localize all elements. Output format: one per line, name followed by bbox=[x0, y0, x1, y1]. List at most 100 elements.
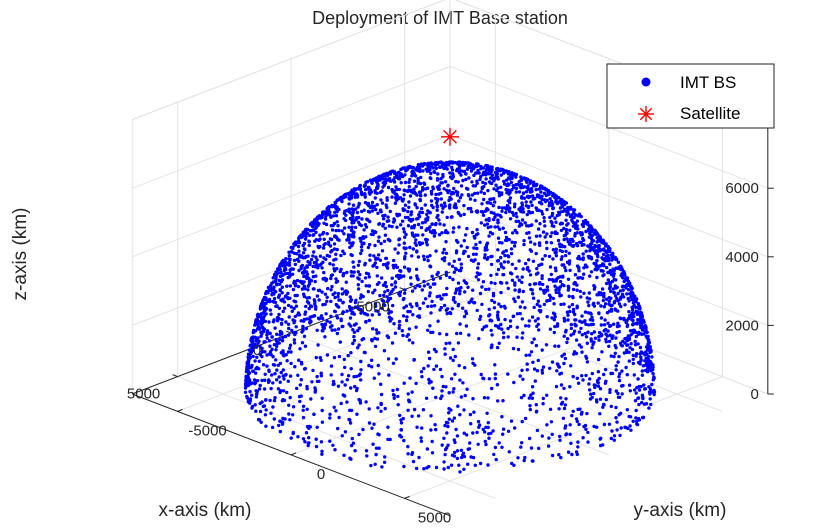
imt-bs-point bbox=[469, 455, 473, 459]
imt-bs-point bbox=[357, 220, 361, 224]
imt-bs-point bbox=[407, 180, 411, 184]
imt-bs-point bbox=[501, 399, 505, 403]
imt-bs-point bbox=[527, 353, 532, 357]
imt-bs-point bbox=[460, 193, 464, 197]
imt-bs-point bbox=[489, 262, 494, 267]
imt-bs-point bbox=[263, 378, 267, 382]
imt-bs-point bbox=[424, 228, 428, 232]
imt-bs-point bbox=[554, 290, 558, 295]
imt-bs-point bbox=[336, 426, 340, 431]
imt-bs-point bbox=[379, 392, 384, 397]
imt-bs-point bbox=[596, 255, 600, 259]
imt-bs-point bbox=[607, 302, 611, 306]
imt-bs-point bbox=[642, 383, 646, 387]
imt-bs-point bbox=[393, 331, 398, 335]
imt-bs-point bbox=[457, 171, 462, 175]
y-axis-label: y-axis (km) bbox=[634, 500, 727, 521]
imt-bs-point bbox=[513, 228, 517, 233]
points-layer bbox=[243, 160, 657, 474]
imt-bs-point bbox=[564, 268, 568, 273]
imt-bs-point bbox=[307, 233, 312, 237]
imt-bs-point bbox=[573, 273, 578, 277]
imt-bs-point bbox=[248, 343, 253, 347]
imt-bs-point bbox=[386, 335, 391, 340]
imt-bs-point bbox=[637, 416, 641, 421]
imt-bs-point bbox=[513, 240, 517, 245]
imt-bs-point bbox=[253, 403, 257, 407]
imt-bs-point bbox=[339, 317, 343, 321]
imt-bs-point bbox=[458, 413, 462, 417]
imt-bs-point bbox=[486, 463, 490, 467]
imt-bs-point bbox=[530, 340, 534, 345]
imt-bs-point bbox=[563, 403, 567, 407]
imt-bs-point bbox=[544, 240, 549, 245]
imt-bs-point bbox=[293, 365, 297, 369]
imt-bs-point bbox=[372, 422, 376, 426]
imt-bs-point bbox=[392, 258, 396, 263]
imt-bs-point bbox=[292, 279, 296, 283]
imt-bs-point bbox=[466, 462, 470, 466]
imt-bs-point bbox=[442, 223, 446, 227]
imt-bs-point bbox=[526, 187, 530, 191]
imt-bs-point bbox=[281, 350, 285, 354]
imt-bs-point bbox=[563, 330, 568, 334]
imt-bs-point bbox=[576, 440, 580, 444]
imt-bs-point bbox=[549, 295, 553, 299]
imt-bs-point bbox=[571, 220, 575, 224]
imt-bs-point bbox=[523, 306, 527, 310]
imt-bs-point bbox=[395, 387, 400, 392]
imt-bs-point bbox=[535, 369, 540, 373]
imt-bs-point bbox=[447, 160, 452, 164]
imt-bs-point bbox=[374, 328, 379, 332]
imt-bs-point bbox=[538, 222, 542, 226]
imt-bs-point bbox=[465, 226, 469, 231]
imt-bs-point bbox=[587, 291, 591, 295]
z-tick-label: 6000 bbox=[725, 180, 758, 197]
imt-bs-point bbox=[407, 269, 411, 273]
imt-bs-point bbox=[476, 442, 480, 446]
imt-bs-point bbox=[504, 235, 509, 240]
imt-bs-point bbox=[291, 267, 295, 271]
imt-bs-point bbox=[465, 433, 469, 437]
imt-bs-point bbox=[462, 169, 466, 174]
imt-bs-point bbox=[342, 453, 346, 457]
imt-bs-point bbox=[559, 383, 564, 387]
imt-bs-point bbox=[286, 333, 291, 337]
imt-bs-point bbox=[382, 239, 387, 243]
imt-bs-point bbox=[430, 439, 434, 444]
imt-bs-point bbox=[348, 316, 353, 320]
imt-bs-point bbox=[633, 343, 638, 347]
imt-bs-point bbox=[581, 436, 585, 440]
imt-bs-point bbox=[582, 272, 586, 276]
imt-bs-point bbox=[479, 190, 483, 194]
imt-bs-point bbox=[529, 223, 533, 228]
imt-bs-point bbox=[647, 406, 651, 410]
imt-bs-point bbox=[636, 305, 640, 309]
imt-bs-point bbox=[284, 372, 288, 377]
imt-bs-point bbox=[562, 334, 566, 338]
imt-bs-point bbox=[334, 252, 338, 256]
imt-bs-point bbox=[550, 360, 555, 364]
imt-bs-point bbox=[349, 457, 353, 461]
imt-bs-point bbox=[598, 387, 603, 391]
imt-bs-point bbox=[564, 397, 568, 401]
imt-bs-point bbox=[268, 331, 272, 335]
imt-bs-point bbox=[497, 441, 501, 445]
imt-bs-point bbox=[552, 330, 556, 335]
imt-bs-point bbox=[446, 190, 450, 195]
imt-bs-point bbox=[534, 219, 538, 223]
imt-bs-point bbox=[617, 413, 621, 417]
imt-bs-point bbox=[370, 426, 374, 430]
imt-bs-point bbox=[489, 225, 493, 229]
imt-bs-point bbox=[281, 309, 285, 314]
imt-bs-point bbox=[527, 195, 531, 200]
imt-bs-point bbox=[631, 322, 635, 327]
imt-bs-point bbox=[402, 241, 406, 245]
imt-bs-point bbox=[630, 286, 634, 291]
imt-bs-point bbox=[520, 300, 525, 304]
imt-bs-point bbox=[530, 189, 534, 194]
imt-bs-point bbox=[489, 281, 493, 285]
imt-bs-point bbox=[419, 436, 423, 440]
imt-bs-point bbox=[307, 441, 311, 445]
imt-bs-point bbox=[481, 213, 486, 217]
